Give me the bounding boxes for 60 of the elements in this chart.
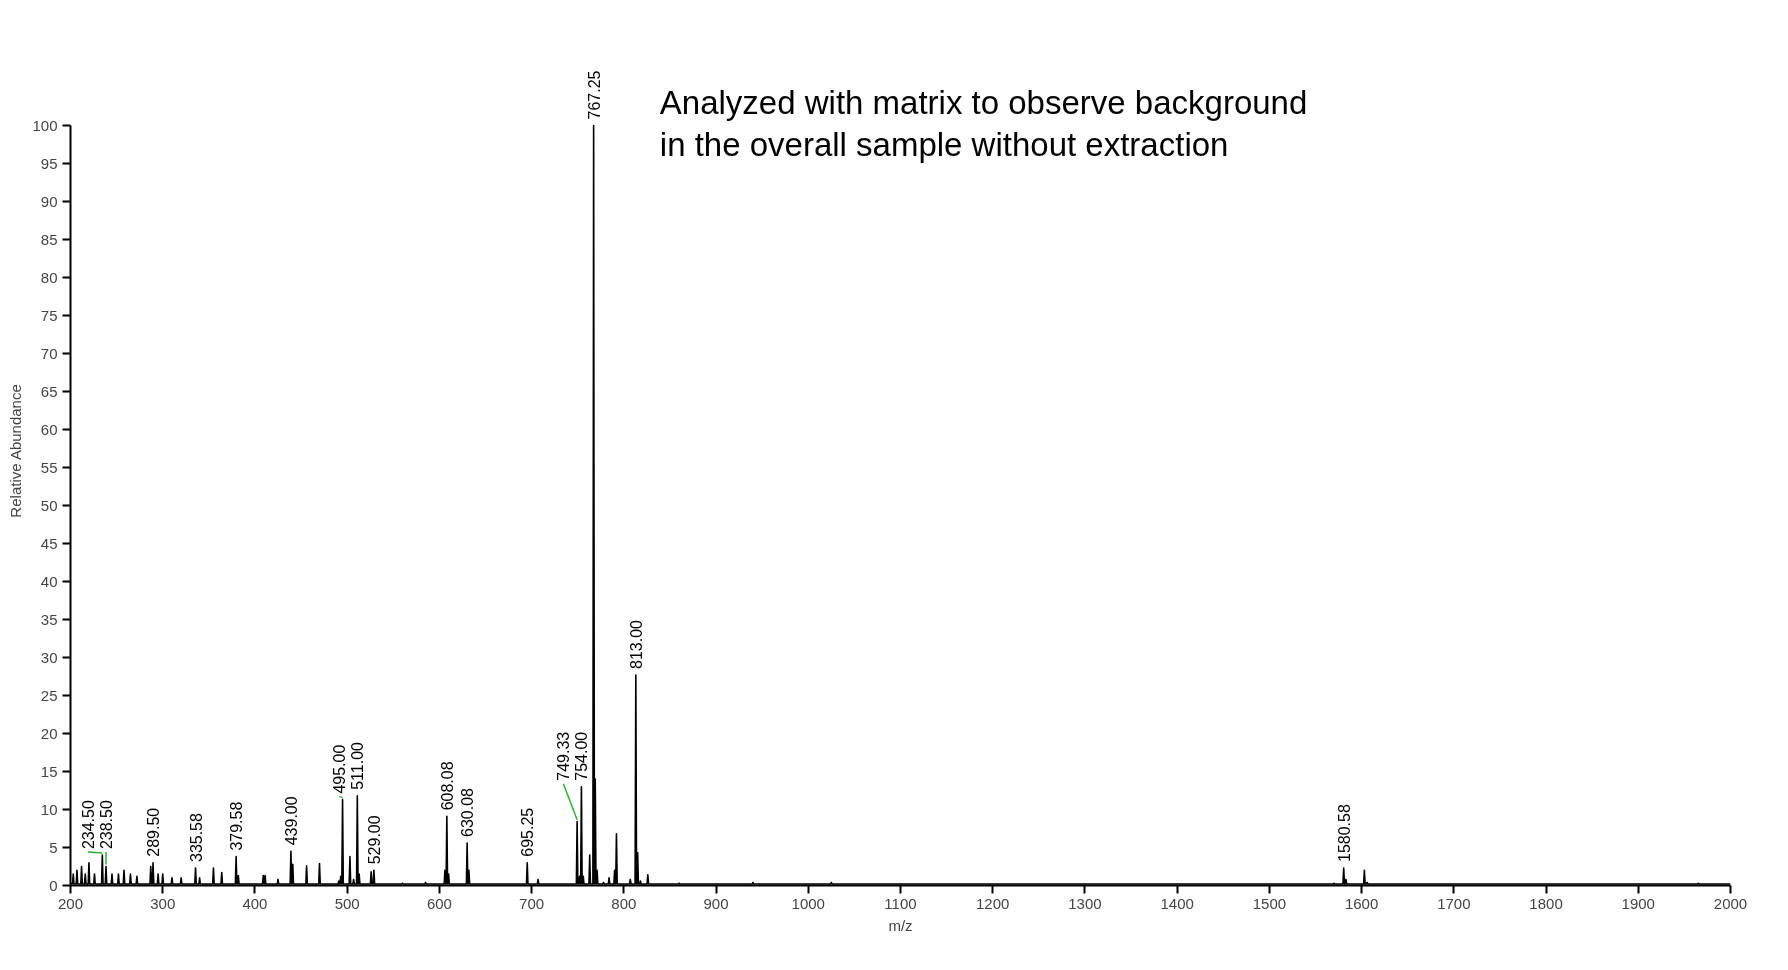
y-axis-title: Relative Abundance xyxy=(7,384,25,518)
x-tick-label: 1900 xyxy=(1621,894,1655,912)
annotation: 1580.58 xyxy=(1335,804,1353,863)
y-tick-label: 0 xyxy=(49,876,58,894)
x-tick-label: 2000 xyxy=(1713,894,1748,912)
x-tick-label: 800 xyxy=(611,894,637,912)
x-tick-label: 1500 xyxy=(1252,894,1287,912)
x-axis-title: m/z xyxy=(888,916,913,934)
y-tick-label: 65 xyxy=(40,382,58,400)
annotation: 238.50 xyxy=(98,800,116,850)
annotation: 813.00 xyxy=(627,619,645,669)
x-tick-label: 600 xyxy=(426,894,452,912)
y-tick-label: 35 xyxy=(40,610,58,628)
y-tick-label: 90 xyxy=(40,192,58,210)
annotation: 754.00 xyxy=(573,731,591,781)
x-tick-label: 1800 xyxy=(1529,894,1563,912)
y-tick-label: 100 xyxy=(32,116,58,134)
x-tick-label: 1700 xyxy=(1437,894,1471,912)
x-tick-label: 1400 xyxy=(1160,894,1194,912)
annotation: 529.00 xyxy=(365,815,383,865)
x-tick-label: 200 xyxy=(57,894,84,912)
annotation: 439.00 xyxy=(282,796,300,846)
x-tick-label: 500 xyxy=(334,894,360,912)
x-tick-label: 300 xyxy=(150,894,176,912)
x-tick-label: 1100 xyxy=(884,894,917,912)
annotation: 335.58 xyxy=(187,812,205,863)
y-tick-label: 50 xyxy=(40,496,58,514)
y-tick-label: 95 xyxy=(40,154,58,172)
y-tick-label: 5 xyxy=(49,838,58,856)
y-tick-label: 80 xyxy=(40,268,58,286)
y-tick-label: 40 xyxy=(40,572,58,590)
annotation: 495.00 xyxy=(331,744,349,794)
y-tick-label: 85 xyxy=(40,230,58,248)
annotation: 749.33 xyxy=(555,731,573,781)
annotation: 379.58 xyxy=(228,801,246,851)
y-tick-label: 60 xyxy=(40,420,58,438)
y-tick-label: 20 xyxy=(40,724,58,742)
annotation: 767.25 xyxy=(585,70,603,120)
annotation: 511.00 xyxy=(349,741,367,790)
annotation: 234.50 xyxy=(80,800,98,850)
chart-title: Analyzed with matrix to observe background in the overall sample without extraction xyxy=(659,83,1308,164)
y-tick-label: 45 xyxy=(40,534,58,552)
y-tick-label: 25 xyxy=(40,686,58,704)
x-tick-label: 400 xyxy=(242,894,268,912)
x-tick-label: 700 xyxy=(519,894,545,912)
x-tick-label: 900 xyxy=(703,894,729,912)
x-tick-label: 1300 xyxy=(1068,894,1102,912)
annotation: 289.50 xyxy=(145,807,163,857)
y-tick-label: 30 xyxy=(40,648,58,666)
x-tick-label: 1600 xyxy=(1344,894,1379,912)
y-tick-label: 10 xyxy=(40,800,58,818)
x-tick-label: 1200 xyxy=(976,894,1010,912)
y-tick-label: 70 xyxy=(40,344,58,362)
x-tick-label: 1000 xyxy=(791,894,825,912)
y-tick-label: 15 xyxy=(40,762,58,780)
annotation: 630.08 xyxy=(459,787,477,837)
annotation: 608.08 xyxy=(438,761,456,811)
y-tick-label: 75 xyxy=(40,306,58,324)
y-tick-label: 55 xyxy=(40,458,58,476)
annotation: 695.25 xyxy=(519,807,537,857)
